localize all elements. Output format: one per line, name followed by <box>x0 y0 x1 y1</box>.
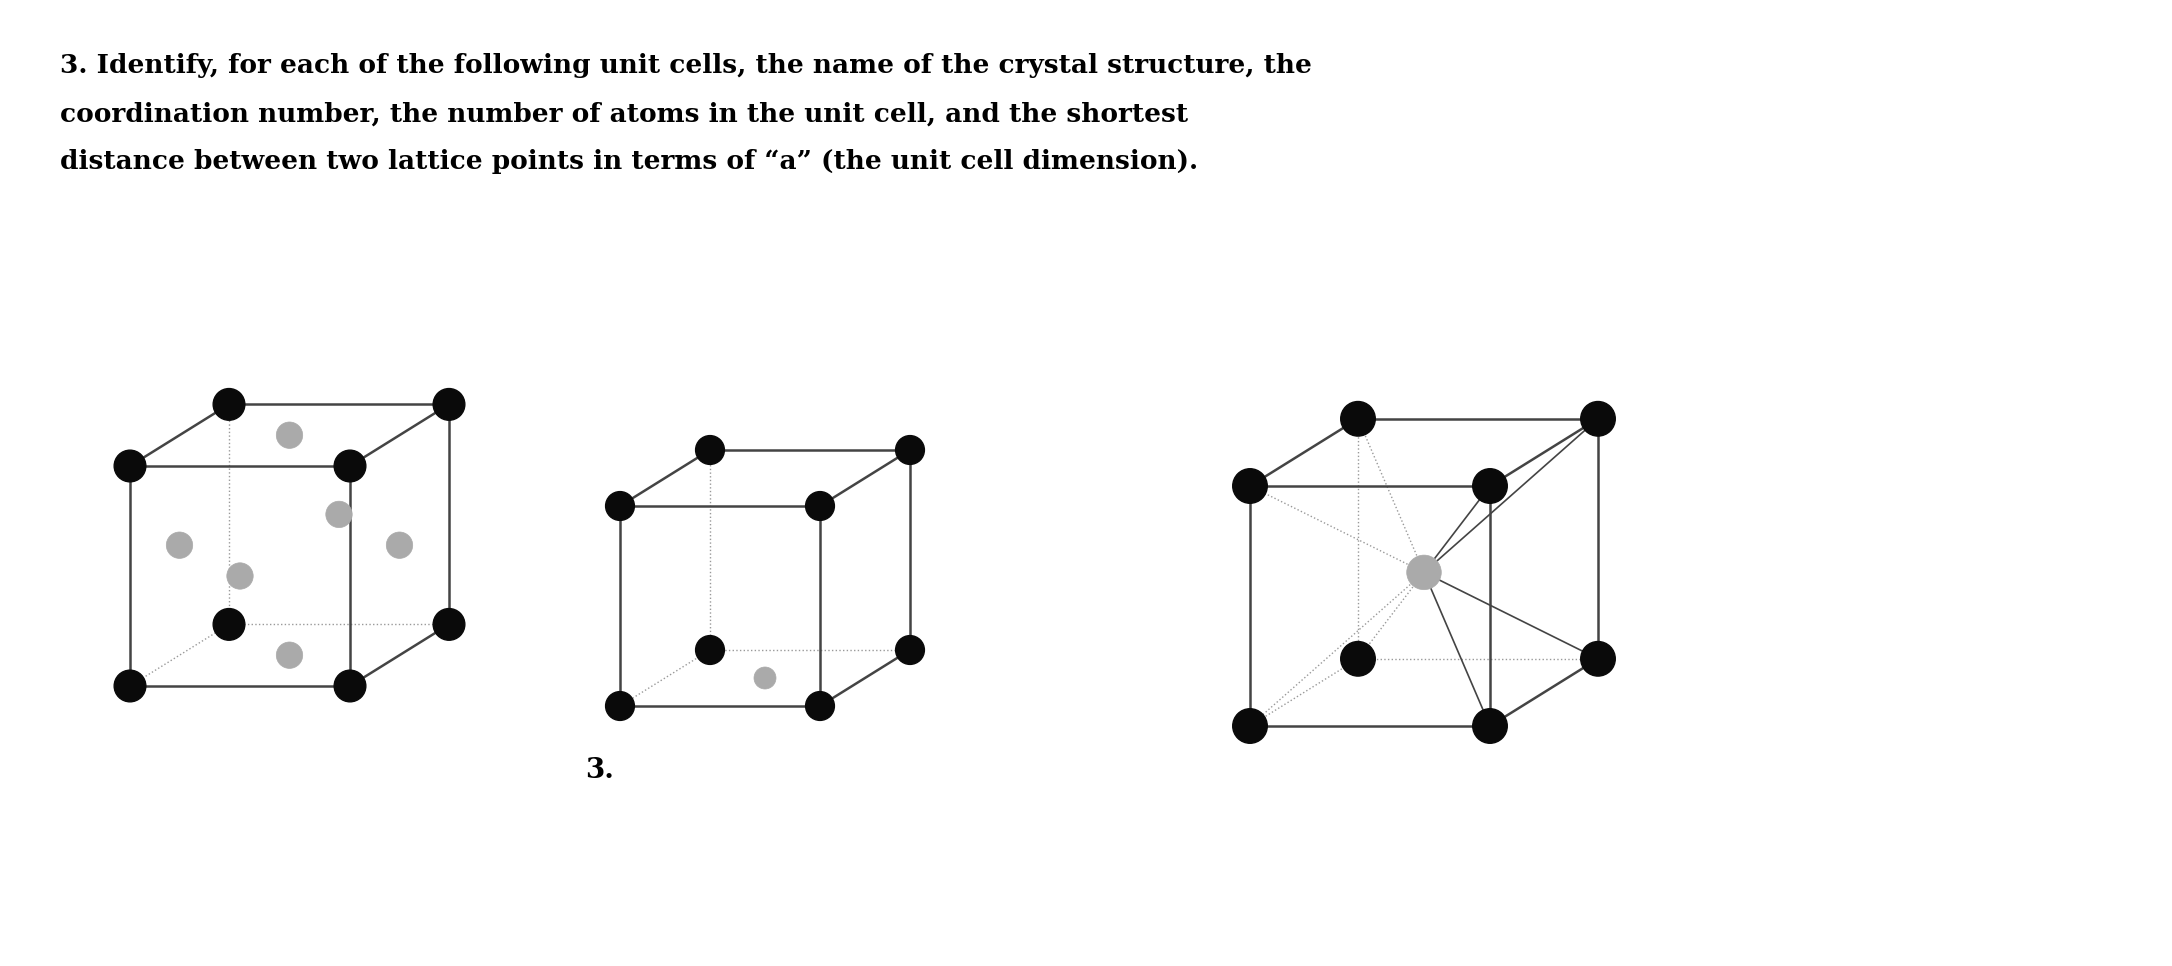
Circle shape <box>606 492 634 521</box>
Circle shape <box>606 692 634 721</box>
Circle shape <box>806 692 834 721</box>
Circle shape <box>1340 402 1375 436</box>
Circle shape <box>276 422 302 448</box>
Circle shape <box>895 436 925 465</box>
Circle shape <box>1581 402 1616 436</box>
Circle shape <box>1581 641 1616 676</box>
Circle shape <box>326 501 352 527</box>
Circle shape <box>1234 469 1266 503</box>
Circle shape <box>226 563 254 589</box>
Text: coordination number, the number of atoms in the unit cell, and the shortest: coordination number, the number of atoms… <box>61 101 1188 127</box>
Circle shape <box>1473 469 1507 503</box>
Circle shape <box>432 609 465 640</box>
Circle shape <box>1473 709 1507 743</box>
Circle shape <box>167 532 193 558</box>
Text: 3.: 3. <box>584 757 615 784</box>
Text: 3. Identify, for each of the following unit cells, the name of the crystal struc: 3. Identify, for each of the following u… <box>61 53 1312 78</box>
Circle shape <box>1407 555 1442 589</box>
Circle shape <box>754 667 775 689</box>
Circle shape <box>115 450 146 482</box>
Circle shape <box>806 492 834 521</box>
Circle shape <box>213 609 245 640</box>
Circle shape <box>334 670 365 702</box>
Circle shape <box>276 642 302 668</box>
Circle shape <box>432 388 465 420</box>
Circle shape <box>895 636 925 665</box>
Circle shape <box>1234 709 1266 743</box>
Circle shape <box>695 436 725 465</box>
Circle shape <box>213 388 245 420</box>
Circle shape <box>695 636 725 665</box>
Text: distance between two lattice points in terms of “a” (the unit cell dimension).: distance between two lattice points in t… <box>61 150 1199 175</box>
Circle shape <box>334 450 365 482</box>
Circle shape <box>1340 641 1375 676</box>
Circle shape <box>387 532 413 558</box>
Circle shape <box>115 670 146 702</box>
